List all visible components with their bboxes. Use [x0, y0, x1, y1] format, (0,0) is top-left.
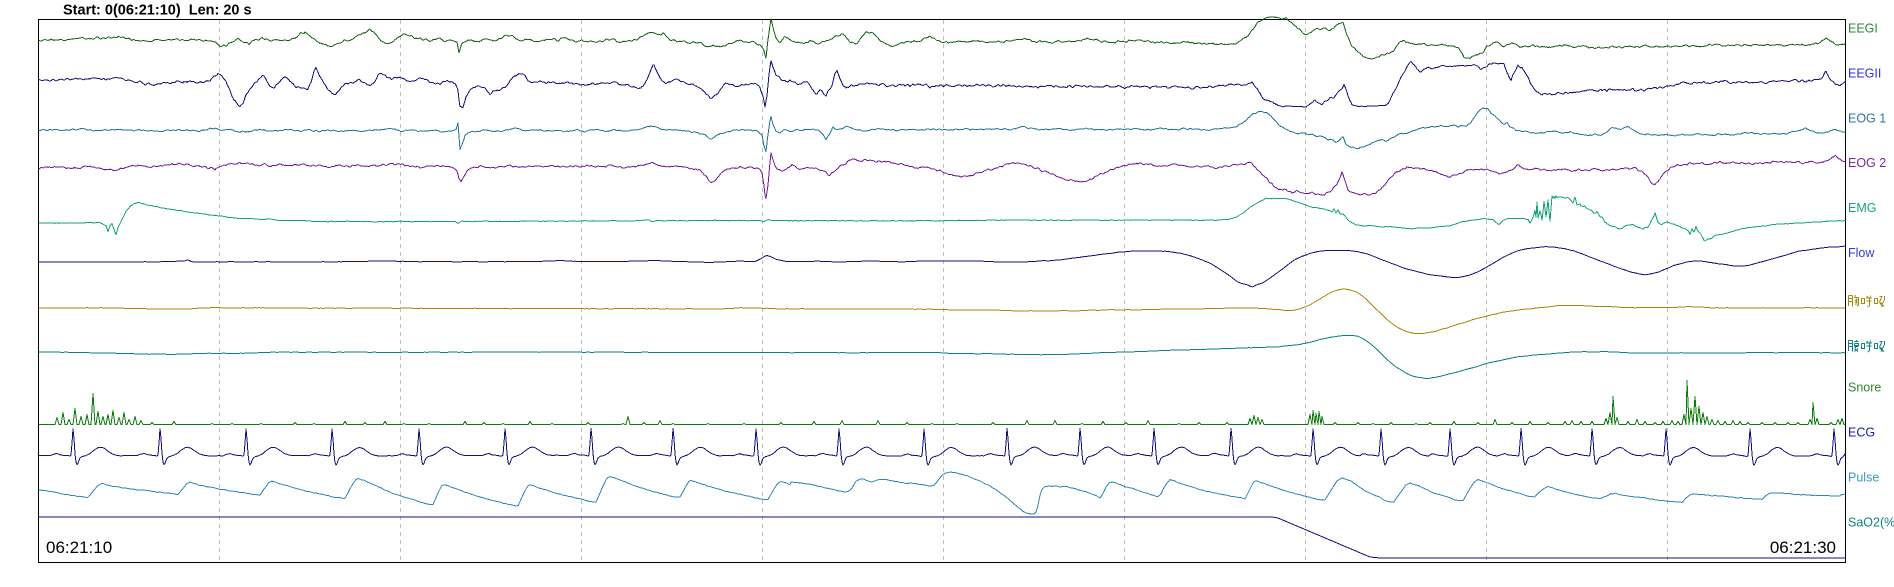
- svg-text:EMG: EMG: [1848, 201, 1876, 215]
- svg-text:EOG 1: EOG 1: [1848, 111, 1886, 125]
- svg-text:Flow: Flow: [1848, 246, 1875, 260]
- svg-text:Start: 0(06:21:10) Len: 20 s: Start: 0(06:21:10) Len: 20 s: [63, 3, 252, 19]
- svg-text:EEGI: EEGI: [1848, 22, 1878, 36]
- svg-text:06:21:30: 06:21:30: [1770, 538, 1836, 557]
- svg-text:06:21:10: 06:21:10: [46, 538, 112, 557]
- svg-text:Pulse: Pulse: [1848, 471, 1879, 485]
- svg-text:Snore: Snore: [1848, 381, 1881, 395]
- svg-text:ECG: ECG: [1848, 426, 1875, 440]
- svg-text:SaO2(%: SaO2(%: [1848, 515, 1894, 529]
- svg-text:EEGII: EEGII: [1848, 66, 1881, 80]
- svg-text:EOG 2: EOG 2: [1848, 156, 1886, 170]
